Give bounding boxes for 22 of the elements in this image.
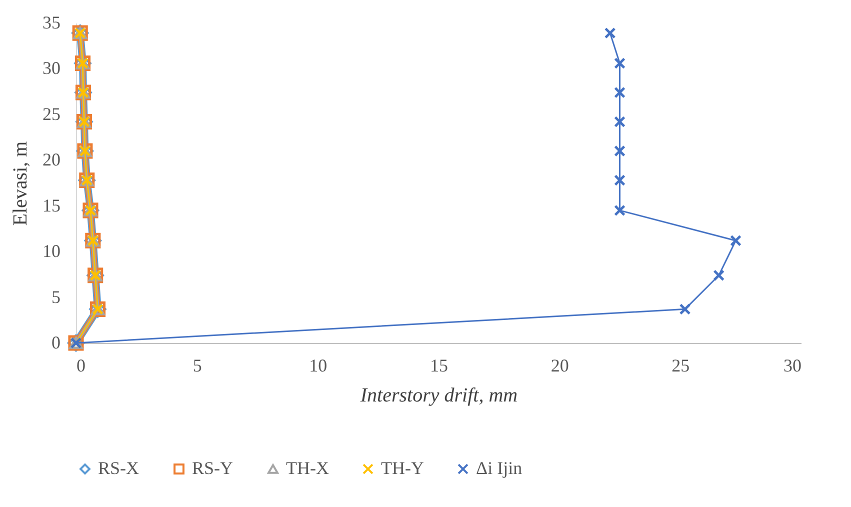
- x-tick-label: 10: [309, 356, 328, 376]
- y-tick-label: 0: [52, 332, 60, 352]
- x-tick-label: 0: [76, 356, 86, 376]
- legend-label: RS-X: [98, 458, 140, 478]
- legend-label: Δi Ijin: [476, 458, 522, 478]
- y-tick-label: 15: [42, 195, 60, 216]
- y-tick-label: 30: [42, 58, 60, 78]
- x-tick-label: 20: [550, 356, 569, 376]
- y-tick-label: 20: [42, 150, 60, 170]
- legend-label: RS-Y: [192, 458, 234, 478]
- y-tick-label: 10: [42, 241, 60, 262]
- y-tick-label: 35: [42, 12, 60, 32]
- x-tick-label: 25: [672, 356, 690, 376]
- legend-label: TH-Y: [381, 458, 424, 478]
- x-tick-label: 30: [784, 356, 802, 376]
- y-tick-label: 5: [52, 286, 60, 307]
- y-axis-title: Elevasi, m: [10, 140, 32, 226]
- x-tick-label: 15: [430, 356, 448, 376]
- y-tick-label: 25: [42, 104, 60, 124]
- legend-label: TH-X: [286, 458, 329, 478]
- x-tick-label: 5: [192, 356, 202, 376]
- x-axis-title: Interstory drift, mm: [359, 384, 518, 406]
